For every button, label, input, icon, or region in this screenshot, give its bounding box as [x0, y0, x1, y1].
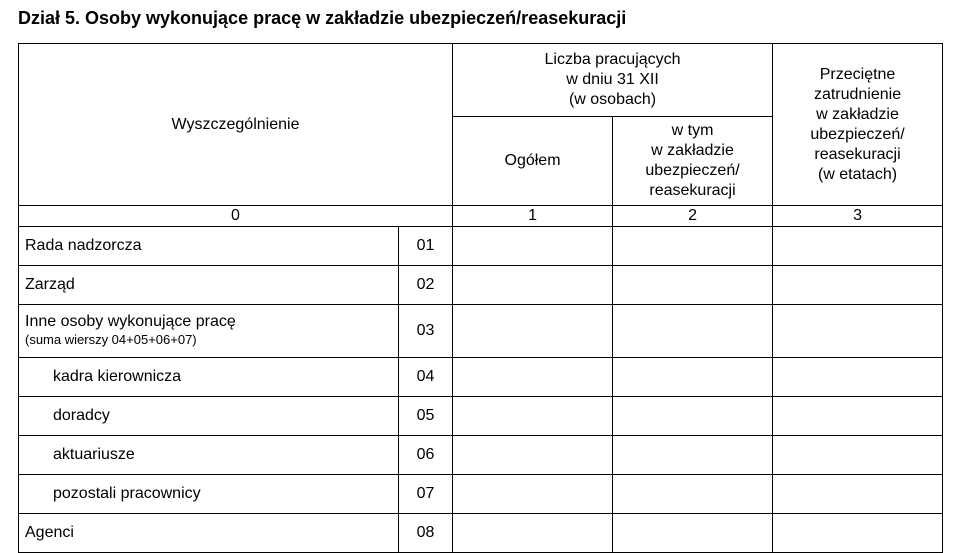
cell — [453, 358, 613, 397]
header-przec-line1: Przeciętne — [820, 66, 896, 83]
header-przecietne: Przeciętne zatrudnienie w zakładzie ubez… — [773, 44, 943, 206]
cell — [453, 514, 613, 553]
cell — [613, 397, 773, 436]
cell — [453, 397, 613, 436]
col-index-0: 0 — [19, 206, 453, 227]
header-wtym-line2: w zakładzie — [651, 142, 734, 159]
table-row: Inne osoby wykonujące pracę (suma wiersz… — [19, 305, 943, 358]
section-title: Dział 5. Osoby wykonujące pracę w zakład… — [18, 8, 942, 29]
cell — [773, 227, 943, 266]
data-table: Wyszczególnienie Liczba pracujących w dn… — [18, 43, 943, 553]
row-num: 06 — [399, 436, 453, 475]
cell — [773, 397, 943, 436]
cell — [773, 266, 943, 305]
table-row: kadra kierownicza 04 — [19, 358, 943, 397]
row-label: Zarząd — [19, 266, 399, 305]
row-label: doradcy — [19, 397, 399, 436]
header-wyszczegolnienie: Wyszczególnienie — [19, 44, 453, 206]
row-label: Agenci — [19, 514, 399, 553]
header-przec-line5: reasekuracji — [814, 146, 900, 163]
row-label: Rada nadzorcza — [19, 227, 399, 266]
cell — [773, 358, 943, 397]
header-wtym-line4: reasekuracji — [649, 182, 735, 199]
header-przec-line3: w zakładzie — [816, 106, 899, 123]
cell — [773, 475, 943, 514]
cell — [613, 266, 773, 305]
cell — [613, 514, 773, 553]
col-index-2: 2 — [613, 206, 773, 227]
row-num: 08 — [399, 514, 453, 553]
header-wtym-line1: w tym — [672, 122, 714, 139]
cell — [613, 436, 773, 475]
cell — [773, 514, 943, 553]
header-liczba: Liczba pracujących w dniu 31 XII (w osob… — [453, 44, 773, 117]
header-liczba-line2: w dniu 31 XII — [566, 71, 659, 88]
col-index-3: 3 — [773, 206, 943, 227]
row-num: 07 — [399, 475, 453, 514]
header-przec-line6: (w etatach) — [818, 166, 897, 183]
col-index-1: 1 — [453, 206, 613, 227]
table-row: doradcy 05 — [19, 397, 943, 436]
row-label: pozostali pracownicy — [19, 475, 399, 514]
cell — [613, 475, 773, 514]
cell — [773, 305, 943, 358]
cell — [453, 305, 613, 358]
row-label: Inne osoby wykonujące pracę (suma wiersz… — [19, 305, 399, 358]
row-num: 02 — [399, 266, 453, 305]
cell — [453, 227, 613, 266]
header-ogolem: Ogółem — [453, 117, 613, 206]
row-label-note: (suma wierszy 04+05+06+07) — [25, 332, 197, 347]
row-label-main: Inne osoby wykonujące pracę — [25, 313, 236, 330]
row-label: kadra kierownicza — [19, 358, 399, 397]
header-wtym: w tym w zakładzie ubezpieczeń/ reasekura… — [613, 117, 773, 206]
header-liczba-line1: Liczba pracujących — [544, 51, 680, 68]
table-row: aktuariusze 06 — [19, 436, 943, 475]
table-row: pozostali pracownicy 07 — [19, 475, 943, 514]
table-row: Agenci 08 — [19, 514, 943, 553]
header-przec-line2: zatrudnienie — [814, 86, 901, 103]
row-label: aktuariusze — [19, 436, 399, 475]
header-wtym-line3: ubezpieczeń/ — [645, 162, 739, 179]
row-num: 01 — [399, 227, 453, 266]
header-przec-line4: ubezpieczeń/ — [810, 126, 904, 143]
cell — [453, 266, 613, 305]
table-row: Rada nadzorcza 01 — [19, 227, 943, 266]
table-row: Zarząd 02 — [19, 266, 943, 305]
cell — [453, 475, 613, 514]
row-num: 05 — [399, 397, 453, 436]
row-num: 04 — [399, 358, 453, 397]
row-num: 03 — [399, 305, 453, 358]
header-liczba-line3: (w osobach) — [569, 91, 656, 108]
cell — [453, 436, 613, 475]
cell — [613, 305, 773, 358]
cell — [773, 436, 943, 475]
cell — [613, 358, 773, 397]
cell — [613, 227, 773, 266]
